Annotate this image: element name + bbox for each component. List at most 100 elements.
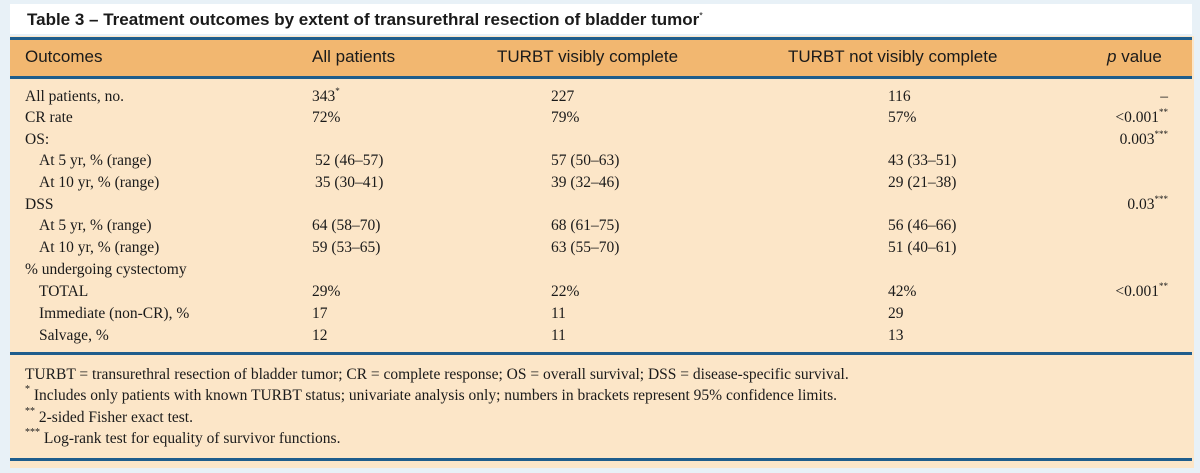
bottom-rule — [10, 458, 1192, 461]
cell-p-value-marker: ** — [1159, 281, 1168, 291]
cell-outcome: At 10 yr, % (range) — [39, 174, 159, 192]
cell-turbt-complete: 57 (50–63) — [551, 152, 619, 170]
cell-p-value-marker: *** — [1154, 129, 1169, 139]
cell-outcome-text: All patients, no. — [25, 88, 125, 105]
cell-p-value: 0.003*** — [1119, 129, 1169, 149]
cell-all-patients-text: 29% — [312, 283, 341, 300]
cell-all-patients: 343* — [312, 86, 340, 106]
cell-outcome: Salvage, % — [39, 327, 109, 345]
cell-turbt-not-complete-text: 13 — [888, 327, 904, 344]
cell-turbt-not-complete-text: 29 (21–38) — [888, 174, 957, 191]
cell-turbt-complete: 227 — [551, 88, 574, 106]
cell-outcome-text: CR rate — [25, 109, 73, 126]
cell-outcome: OS: — [25, 131, 49, 149]
cell-p-value: <0.001** — [1115, 107, 1168, 127]
cell-turbt-complete: 11 — [551, 327, 566, 345]
footnote-3: *** Log-rank test for equality of surviv… — [25, 427, 341, 448]
cell-turbt-complete-text: 22% — [551, 283, 580, 300]
cell-turbt-complete: 63 (55–70) — [551, 239, 619, 257]
cell-all-patients-marker: * — [335, 86, 340, 96]
cell-outcome: At 10 yr, % (range) — [39, 239, 159, 257]
cell-turbt-not-complete-text: 43 (33–51) — [888, 152, 957, 169]
cell-all-patients-text: 64 (58–70) — [312, 217, 381, 234]
table-row: At 10 yr, % (range) 59 (53–65) 63 (55–70) 5… — [0, 239, 1200, 261]
table-row: OS: 0.003*** — [0, 129, 1200, 153]
cell-p-value: – — [1160, 88, 1168, 106]
cell-outcome-text: OS: — [25, 131, 50, 148]
cell-p-value-text: 0.03 — [1127, 196, 1155, 213]
cell-p-value-text: <0.001 — [1115, 109, 1159, 126]
table-row: TOTAL 29% 22% 42% <0.001** — [0, 281, 1200, 305]
cell-all-patients-text: 72% — [312, 109, 341, 126]
header-p-value: p value — [1107, 47, 1162, 67]
header-band — [10, 40, 1192, 76]
cell-turbt-not-complete: 29 (21–38) — [888, 174, 956, 192]
cell-all-patients-text: 17 — [312, 305, 328, 322]
cell-all-patients-text: 343 — [312, 88, 336, 105]
footnote-3-text: Log-rank test for equality of survivor f… — [40, 430, 341, 447]
table-row: All patients, no. 343* 227 116 – — [0, 86, 1200, 110]
footnote-2-text: 2-sided Fisher exact test. — [35, 409, 193, 426]
cell-turbt-complete-text: 227 — [551, 88, 575, 105]
cell-all-patients: 72% — [312, 109, 340, 127]
cell-turbt-complete-text: 39 (32–46) — [551, 174, 620, 191]
header-rule — [10, 76, 1192, 79]
cell-p-value-marker: *** — [1154, 194, 1169, 204]
cell-turbt-complete: 22% — [551, 283, 579, 301]
cell-turbt-complete: 79% — [551, 109, 579, 127]
table-row: Immediate (non-CR), % 17 11 29 — [0, 305, 1200, 327]
cell-all-patients-text: 52 (46–57) — [315, 152, 384, 169]
cell-all-patients: 29% — [312, 283, 340, 301]
cell-turbt-complete-text: 68 (61–75) — [551, 217, 620, 234]
cell-all-patients-text: 59 (53–65) — [312, 239, 381, 256]
table-body-background — [10, 36, 1194, 468]
cell-turbt-not-complete-text: 116 — [888, 88, 911, 105]
table-title-marker: * — [699, 10, 703, 21]
cell-outcome: At 5 yr, % (range) — [39, 217, 152, 235]
cell-outcome: CR rate — [25, 109, 73, 127]
header-p-italic: p — [1107, 47, 1117, 66]
cell-p-value: <0.001** — [1115, 281, 1168, 301]
table-title-text: Table 3 – Treatment outcomes by extent o… — [27, 10, 700, 29]
cell-turbt-complete-text: 11 — [551, 327, 566, 344]
footnote-2: ** 2-sided Fisher exact test. — [25, 406, 193, 427]
cell-all-patients-text: 12 — [312, 327, 328, 344]
cell-turbt-complete-text: 79% — [551, 109, 580, 126]
table-row: At 5 yr, % (range) 64 (58–70) 68 (61–75) 56… — [0, 217, 1200, 239]
cell-p-value-text: – — [1160, 88, 1168, 105]
table-row: At 10 yr, % (range) 35 (30–41) 39 (32–46) 2… — [0, 174, 1200, 196]
cell-all-patients-text: 35 (30–41) — [315, 174, 384, 191]
table-row: At 5 yr, % (range) 52 (46–57) 57 (50–63) 43… — [0, 152, 1200, 174]
cell-outcome: TOTAL — [39, 283, 88, 301]
cell-turbt-complete: 11 — [551, 305, 566, 323]
table-row: % undergoing cystectomy — [0, 261, 1200, 283]
header-turbt-complete: TURBT visibly complete — [497, 47, 679, 66]
cell-outcome-text: At 5 yr, % (range) — [39, 152, 152, 169]
cell-turbt-not-complete-text: 56 (46–66) — [888, 217, 957, 234]
cell-turbt-not-complete: 13 — [888, 327, 904, 345]
cell-outcome-text: TOTAL — [39, 283, 89, 300]
cell-all-patients: 12 — [312, 327, 328, 345]
cell-all-patients: 59 (53–65) — [312, 239, 380, 257]
cell-turbt-not-complete: 29 — [888, 305, 904, 323]
cell-outcome-text: Immediate (non-CR), % — [39, 305, 190, 322]
cell-turbt-not-complete: 57% — [888, 109, 916, 127]
cell-all-patients: 35 (30–41) — [315, 174, 383, 192]
cell-outcome-text: DSS — [25, 196, 54, 213]
cell-turbt-not-complete-text: 57% — [888, 109, 917, 126]
table-row: DSS 0.03*** — [0, 194, 1200, 218]
cell-outcome: DSS — [25, 196, 53, 214]
cell-turbt-complete-text: 63 (55–70) — [551, 239, 620, 256]
cell-turbt-not-complete: 42% — [888, 283, 916, 301]
footnote-1: * Includes only patients with known TURB… — [25, 384, 837, 405]
cell-p-value-text: 0.003 — [1119, 131, 1155, 148]
table-title-bar: Table 3 – Treatment outcomes by extent o… — [10, 4, 1192, 34]
cell-turbt-not-complete: 116 — [888, 88, 911, 106]
cell-outcome-text: Salvage, % — [39, 327, 109, 344]
header-p-rest: value — [1121, 47, 1162, 66]
cell-all-patients: 64 (58–70) — [312, 217, 380, 235]
cell-outcome-text: At 10 yr, % (range) — [39, 239, 160, 256]
cell-turbt-not-complete-text: 42% — [888, 283, 917, 300]
cell-turbt-complete: 68 (61–75) — [551, 217, 619, 235]
cell-turbt-complete-text: 57 (50–63) — [551, 152, 620, 169]
